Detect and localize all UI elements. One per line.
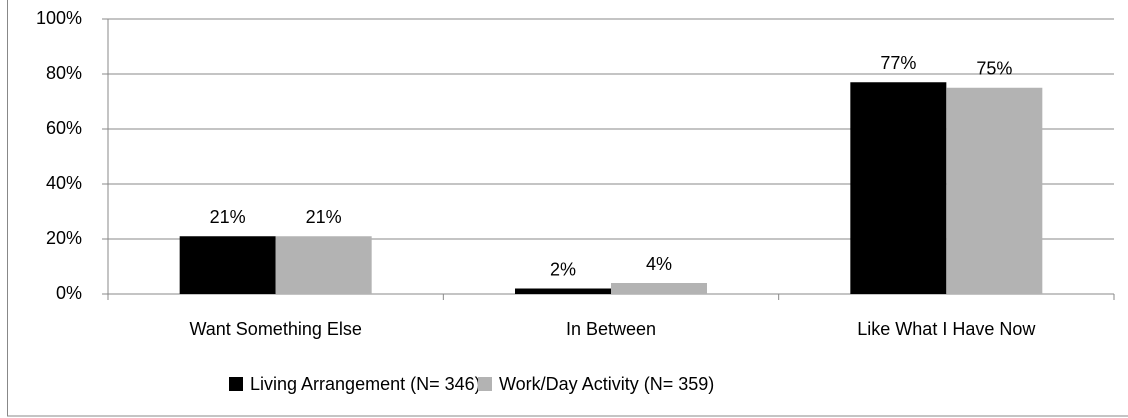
x-tick-label: Want Something Else xyxy=(189,319,361,339)
legend-label: Living Arrangement (N= 346) xyxy=(250,374,481,394)
y-tick-label: 80% xyxy=(46,63,82,83)
legend-swatch xyxy=(229,377,243,391)
legend-label: Work/Day Activity (N= 359) xyxy=(499,374,714,394)
value-label: 21% xyxy=(306,207,342,227)
bar xyxy=(275,236,372,294)
value-label: 2% xyxy=(550,259,576,279)
x-tick-label: In Between xyxy=(566,319,656,339)
bar xyxy=(850,82,947,294)
bar xyxy=(515,288,611,294)
chart-frame xyxy=(7,0,1128,417)
value-label: 75% xyxy=(976,59,1012,79)
value-label: 21% xyxy=(210,207,246,227)
y-tick-label: 40% xyxy=(46,173,82,193)
legend-swatch xyxy=(478,377,492,391)
value-label: 4% xyxy=(646,254,672,274)
x-tick-label: Like What I Have Now xyxy=(857,319,1036,339)
y-tick-label: 0% xyxy=(56,283,82,303)
y-tick-label: 60% xyxy=(46,118,82,138)
y-tick-label: 100% xyxy=(36,8,82,28)
bar xyxy=(179,236,276,294)
bar xyxy=(946,87,1043,294)
y-tick-label: 20% xyxy=(46,228,82,248)
value-label: 77% xyxy=(880,53,916,73)
bar xyxy=(611,283,707,294)
